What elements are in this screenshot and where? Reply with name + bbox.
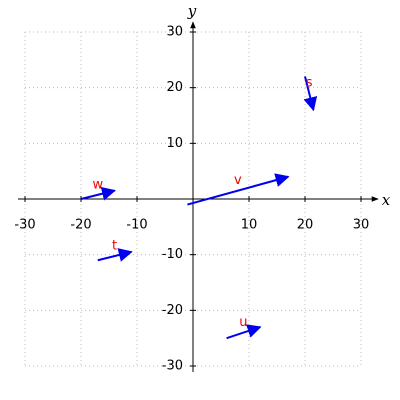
y-tick-label: -10	[162, 247, 183, 262]
x-tick-label: 20	[297, 218, 314, 233]
y-tick-label: -20	[162, 303, 183, 318]
x-tick-label: -10	[126, 218, 147, 233]
vector-arrow	[303, 76, 318, 112]
vector-arrow	[80, 186, 116, 201]
vector-label: u	[239, 315, 247, 330]
x-tick-label: -20	[70, 218, 91, 233]
x-tick-label: 10	[241, 218, 258, 233]
y-tick-label: 10	[166, 136, 183, 151]
y-tick-label: -30	[162, 359, 183, 374]
vector-label: v	[234, 173, 242, 188]
x-axis-label: x	[382, 191, 391, 209]
vector-arrow	[226, 324, 262, 340]
vector-arrow	[97, 248, 133, 262]
y-axis-label: y	[187, 2, 197, 20]
y-tick-label: 30	[166, 25, 183, 40]
y-tick-label: 20	[166, 80, 183, 95]
vector-arrow	[187, 173, 290, 206]
vector-label: w	[92, 177, 103, 192]
x-tick-label: -30	[14, 218, 35, 233]
vector-label: t	[112, 239, 117, 254]
x-tick-label: 30	[353, 218, 370, 233]
vector-label: s	[306, 76, 313, 91]
